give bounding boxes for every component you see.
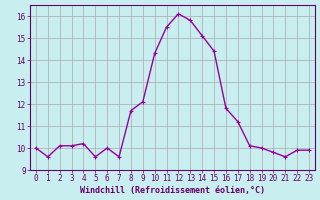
X-axis label: Windchill (Refroidissement éolien,°C): Windchill (Refroidissement éolien,°C)	[80, 186, 265, 195]
